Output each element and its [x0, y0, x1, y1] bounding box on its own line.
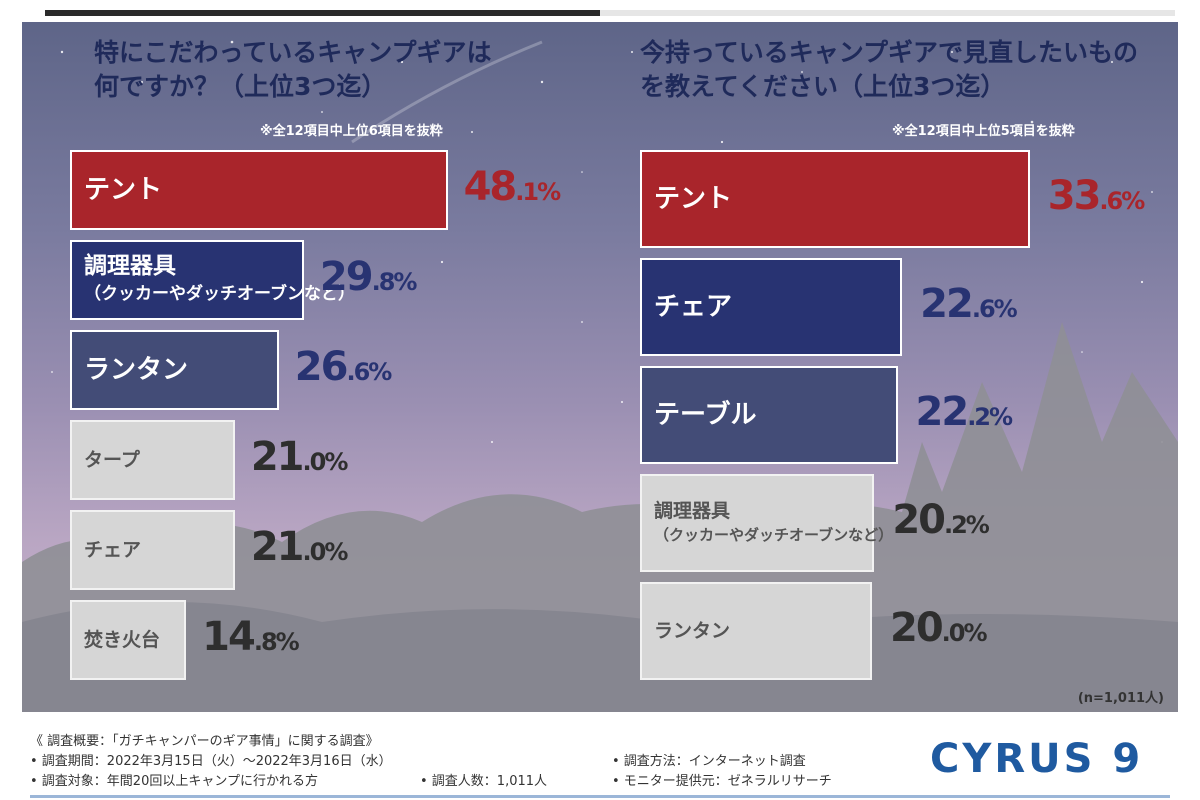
right-title-line1: 今持っているキャンプギアで見直したいもの	[640, 38, 1139, 67]
value-dec: .6%	[971, 295, 1018, 323]
value-dec: .6%	[1099, 187, 1145, 215]
value-int: 48	[463, 164, 518, 210]
value-label-right-chart-2: 22.2%	[915, 389, 1014, 435]
value-label-left-chart-3: 21.0%	[250, 434, 349, 480]
value-dec: .1%	[515, 178, 561, 206]
value-label-right-chart-1: 22.6%	[920, 281, 1018, 327]
bar-label-line2: （クッカーやダッチオーブンなど）	[654, 526, 894, 544]
value-int: 14	[202, 614, 256, 660]
bar-label: 調理器具 （クッカーやダッチオーブンなど）	[654, 499, 893, 547]
footer-survey-target: • 調査対象：年間20回以上キャンプに行かれる方	[30, 774, 318, 789]
right-title-line2: を教えてください（上位3つ迄）	[640, 72, 1006, 101]
top-bar-dark	[45, 10, 600, 16]
value-dec: .8%	[253, 628, 300, 656]
footer-survey-period: • 調査期間：2022年3月15日（火）～2022年3月16日（水）	[30, 754, 392, 769]
value-label-right-chart-4: 20.0%	[890, 605, 988, 651]
value-int: 22	[920, 281, 974, 327]
value-label-right-chart-3: 20.2%	[892, 497, 990, 543]
footer-monitor-provider: • モニター提供元：ゼネラルリサーチ	[612, 774, 832, 789]
value-int: 21	[250, 434, 305, 480]
bar-label: チェア	[654, 292, 733, 322]
value-dec: .8%	[371, 268, 418, 296]
value-int: 20	[892, 497, 946, 543]
bar-label: テーブル	[654, 400, 757, 430]
left-note: ※全12項目中上位6項目を抜粋	[260, 124, 443, 139]
value-int: 20	[890, 605, 944, 651]
bar-left-chart-3: タープ	[70, 420, 235, 500]
bar-label-line2: （クッカーやダッチオーブンなど）	[84, 284, 355, 304]
bar-label: 焚き火台	[84, 629, 161, 651]
value-int: 29	[319, 254, 374, 300]
left-title: 特にこだわっているキャンプギアは 何ですか？（上位3つ迄）	[94, 36, 492, 104]
value-int: 33	[1047, 173, 1102, 219]
bar-left-chart-4: チェア	[70, 510, 235, 590]
bar-right-chart-3: 調理器具 （クッカーやダッチオーブンなど）	[640, 474, 893, 572]
value-label-right-chart-0: 33.6%	[1047, 173, 1146, 219]
forest-silhouette	[22, 322, 1178, 712]
value-dec: .2%	[943, 511, 990, 539]
starry-sky-background	[51, 40, 1163, 443]
value-dec: .6%	[346, 358, 392, 386]
left-title-line2: 何ですか？（上位3つ迄）	[94, 72, 387, 101]
value-label-left-chart-5: 14.8%	[202, 614, 300, 660]
bar-right-chart-1: チェア	[640, 258, 903, 356]
value-label-left-chart-2: 26.6%	[294, 344, 393, 390]
value-label-left-chart-4: 21.0%	[250, 524, 349, 570]
sample-size: (n=1,011人)	[1077, 691, 1164, 706]
bar-label: ランタン	[654, 620, 731, 642]
bar-left-chart-1: 調理器具 （クッカーやダッチオーブンなど）	[70, 240, 355, 320]
bar-right-chart-0: テント	[640, 150, 1030, 248]
value-int: 21	[250, 524, 305, 570]
value-dec: .0%	[302, 538, 349, 566]
bar-label: タープ	[84, 449, 140, 471]
bar-label: チェア	[84, 539, 142, 561]
value-int: 22	[915, 389, 970, 435]
footer-survey-count: • 調査人数：1,011人	[420, 774, 548, 789]
bar-label: テント	[654, 184, 733, 214]
bar-left-chart-0: テント	[70, 150, 448, 230]
bar-label: 調理器具 （クッカーやダッチオーブンなど）	[84, 252, 355, 308]
bar-label: テント	[84, 175, 163, 205]
left-title-line1: 特にこだわっているキャンプギアは	[94, 38, 492, 67]
value-label-left-chart-0: 48.1%	[463, 164, 562, 210]
footer-survey-method: • 調査方法：インターネット調査	[612, 754, 806, 769]
bar-left-chart-5: 焚き火台	[70, 600, 187, 680]
bar-left-chart-2: ランタン	[70, 330, 279, 410]
footer-survey-overview: 《 調査概要：「ガチキャンパーのギア事情」に関する調査》	[30, 734, 379, 749]
value-dec: .2%	[967, 403, 1013, 431]
value-dec: .0%	[941, 619, 988, 647]
bar-right-chart-2: テーブル	[640, 366, 898, 464]
bar-right-chart-4: ランタン	[640, 582, 872, 680]
bottom-rule	[30, 795, 1170, 798]
right-note: ※全12項目中上位5項目を抜粋	[892, 124, 1075, 139]
bar-label: ランタン	[84, 355, 189, 385]
top-bar-light	[600, 10, 1175, 16]
bar-label-line1: 調理器具	[84, 253, 176, 279]
right-title: 今持っているキャンプギアで見直したいもの を教えてください（上位3つ迄）	[640, 36, 1138, 104]
value-label-left-chart-1: 29.8%	[319, 254, 418, 300]
value-dec: .0%	[302, 448, 349, 476]
chart-panel: 特にこだわっているキャンプギアは 何ですか？（上位3つ迄） ※全12項目中上位6…	[22, 22, 1178, 712]
value-int: 26	[294, 344, 349, 390]
cyrus9-logo: CYRUS 9	[930, 736, 1144, 782]
bar-label-line1: 調理器具	[654, 500, 731, 522]
